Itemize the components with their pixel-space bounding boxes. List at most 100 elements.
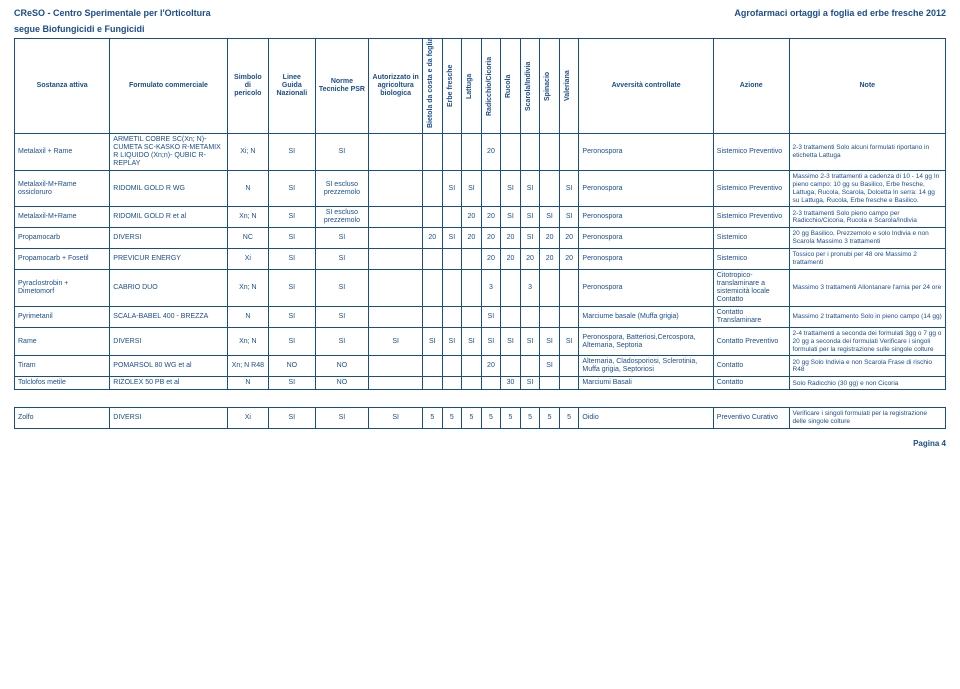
- cell-auth: [369, 356, 423, 377]
- cell-norme: SI: [315, 327, 369, 355]
- table-row: ZolfoDIVERSIXiSISISI55555555OidioPrevent…: [15, 408, 946, 429]
- cell-azione: Sistemico: [713, 249, 789, 270]
- col-note: Note: [789, 39, 945, 134]
- col-crop-2: Lattuga: [462, 39, 482, 134]
- cell-crop-0: [423, 377, 443, 390]
- table-head: Sostanza attiva Formulato commerciale Si…: [15, 39, 946, 134]
- cell-crop-0: [423, 171, 443, 207]
- cell-crop-0: SI: [423, 327, 443, 355]
- cell-crop-5: 3: [520, 269, 540, 306]
- cell-auth: SI: [369, 327, 423, 355]
- col-crop-4: Rucola: [501, 39, 521, 134]
- col-autorizzato: Autorizzato in agricoltura biologica: [369, 39, 423, 134]
- cell-azione: Contatto Preventivo: [713, 327, 789, 355]
- cell-norme: SI escluso prezzemolo: [315, 207, 369, 228]
- cell-note: 20 gg Solo Indivia e non Scarola Frase d…: [789, 356, 945, 377]
- cell-lg: SI: [269, 327, 315, 355]
- cell-crop-1: [442, 356, 462, 377]
- cell-crop-0: [423, 269, 443, 306]
- cell-auth: [369, 249, 423, 270]
- cell-crop-2: [462, 356, 482, 377]
- cell-crop-1: [442, 377, 462, 390]
- cell-crop-1: [442, 207, 462, 228]
- cell-note: Massimo 2-3 trattamenti a cadenza di 10 …: [789, 171, 945, 207]
- cell-formulato: RIDOMIL GOLD R WG: [110, 171, 227, 207]
- cell-lg: SI: [269, 134, 315, 171]
- cell-crop-5: SI: [520, 207, 540, 228]
- cell-crop-6: SI: [540, 207, 560, 228]
- col-crop-6: Spinacio: [540, 39, 560, 134]
- cell-lg: SI: [269, 171, 315, 207]
- cell-formulato: POMARSOL 80 WG et al: [110, 356, 227, 377]
- agrofarmaci-table: Sostanza attiva Formulato commerciale Si…: [14, 38, 946, 429]
- cell-sostanza: Metalaxil-M+Rame ossicloruro: [15, 171, 110, 207]
- cell-formulato: RIZOLEX 50 PB et al: [110, 377, 227, 390]
- cell-crop-6: SI: [540, 356, 560, 377]
- cell-crop-7: [559, 134, 579, 171]
- cell-crop-3: 20: [481, 134, 501, 171]
- cell-crop-6: 20: [540, 249, 560, 270]
- cell-crop-5: SI: [520, 327, 540, 355]
- cell-lg: SI: [269, 249, 315, 270]
- col-crop-0: Bietola da costa e da foglia: [423, 39, 443, 134]
- cell-crop-2: [462, 249, 482, 270]
- cell-sostanza: Tiram: [15, 356, 110, 377]
- cell-avversita: Peronospora: [579, 228, 713, 249]
- cell-azione: Sistemico Preventivo: [713, 207, 789, 228]
- cell-crop-1: [442, 249, 462, 270]
- cell-norme: NO: [315, 377, 369, 390]
- cell-crop-0: 20: [423, 228, 443, 249]
- cell-crop-7: [559, 377, 579, 390]
- cell-crop-1: SI: [442, 171, 462, 207]
- cell-simbolo: Xi: [227, 408, 269, 429]
- cell-crop-0: [423, 306, 443, 327]
- cell-crop-3: SI: [481, 327, 501, 355]
- cell-note: 2-4 trattamenti a seconda dei formulati …: [789, 327, 945, 355]
- cell-lg: SI: [269, 408, 315, 429]
- cell-note: Solo Radicchio (30 gg) e non Cicoria: [789, 377, 945, 390]
- cell-lg: SI: [269, 377, 315, 390]
- cell-formulato: RIDOMIL GOLD R et al: [110, 207, 227, 228]
- cell-norme: SI: [315, 408, 369, 429]
- cell-crop-7: [559, 269, 579, 306]
- cell-crop-2: 5: [462, 408, 482, 429]
- cell-crop-6: [540, 377, 560, 390]
- col-sostanza: Sostanza attiva: [15, 39, 110, 134]
- cell-simbolo: N: [227, 377, 269, 390]
- cell-avversita: Marciume basale (Muffa grigia): [579, 306, 713, 327]
- cell-auth: [369, 207, 423, 228]
- cell-crop-5: [520, 356, 540, 377]
- cell-crop-7: [559, 306, 579, 327]
- cell-crop-1: 5: [442, 408, 462, 429]
- cell-crop-4: SI: [501, 171, 521, 207]
- cell-azione: Sistemico Preventivo: [713, 171, 789, 207]
- cell-crop-6: 5: [540, 408, 560, 429]
- cell-auth: [369, 171, 423, 207]
- table-row: RameDIVERSIXn; NSISISISISISISISISISISIPe…: [15, 327, 946, 355]
- cell-sostanza: Pyrimetanil: [15, 306, 110, 327]
- cell-crop-3: SI: [481, 306, 501, 327]
- cell-formulato: PREVICUR ENERGY: [110, 249, 227, 270]
- cell-simbolo: Xi: [227, 249, 269, 270]
- cell-azione: Contatto: [713, 377, 789, 390]
- cell-formulato: DIVERSI: [110, 327, 227, 355]
- cell-crop-4: [501, 356, 521, 377]
- cell-formulato: DIVERSI: [110, 408, 227, 429]
- cell-crop-2: [462, 134, 482, 171]
- cell-sostanza: Rame: [15, 327, 110, 355]
- cell-auth: SI: [369, 408, 423, 429]
- cell-simbolo: Xn; N: [227, 207, 269, 228]
- cell-simbolo: N: [227, 306, 269, 327]
- col-norme: Norme Tecniche PSR: [315, 39, 369, 134]
- cell-crop-5: SI: [520, 377, 540, 390]
- table-row: Propamocarb + FosetilPREVICUR ENERGYXiSI…: [15, 249, 946, 270]
- cell-sostanza: Propamocarb: [15, 228, 110, 249]
- cell-crop-0: [423, 249, 443, 270]
- cell-simbolo: NC: [227, 228, 269, 249]
- cell-crop-1: [442, 269, 462, 306]
- cell-crop-2: [462, 377, 482, 390]
- cell-crop-4: 5: [501, 408, 521, 429]
- cell-crop-3: 3: [481, 269, 501, 306]
- cell-crop-0: [423, 207, 443, 228]
- cell-avversita: Peronospora: [579, 207, 713, 228]
